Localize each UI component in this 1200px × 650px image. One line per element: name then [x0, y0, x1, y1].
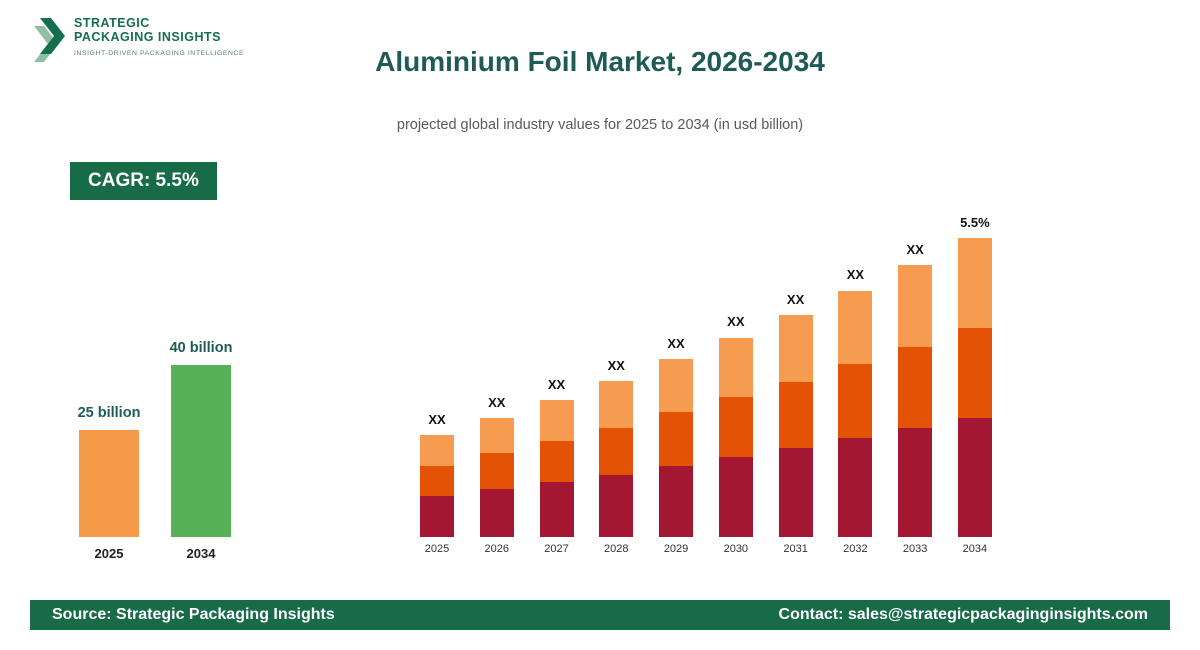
- summary-year-label: 2034: [186, 546, 216, 561]
- stacked-bar: [718, 337, 753, 537]
- bar-year-label: 2031: [783, 543, 808, 555]
- bar-segment-top: [659, 359, 694, 413]
- stacked-bar: [898, 265, 933, 537]
- bar-segment-top: [957, 238, 992, 329]
- footer-bar: Source: Strategic Packaging Insights Con…: [30, 600, 1170, 630]
- bar-group: XX 2028: [596, 197, 636, 555]
- bar-value-label: XX: [786, 291, 805, 307]
- bar-group: XX 2029: [656, 197, 696, 555]
- logo-line2: PACKAGING INSIGHTS: [74, 30, 221, 45]
- bar-year-label: 2034: [962, 543, 988, 555]
- bar-segment-top: [479, 417, 514, 454]
- bar-group: 5.5% 2034: [955, 197, 995, 555]
- bar-segment-middle: [838, 364, 873, 439]
- bar-value-label: XX: [488, 394, 506, 410]
- bar-segment-bottom: [838, 438, 873, 537]
- bar-segment-middle: [539, 441, 574, 483]
- summary-bar-2034: [171, 365, 231, 537]
- bar-segment-middle: [659, 412, 694, 466]
- page-subtitle: projected global industry values for 202…: [396, 117, 804, 133]
- bar-value-label: XX: [428, 412, 446, 428]
- logo-tagline: INSIGHT-DRIVEN PACKAGING INTELLIGENCE: [74, 49, 245, 57]
- bar-year-label: 2028: [604, 543, 629, 555]
- bar-year-label: 2027: [544, 543, 569, 555]
- bar-segment-top: [539, 399, 574, 442]
- stacked-bar: [957, 238, 992, 537]
- bar-segment-top: [420, 435, 454, 466]
- footer-source: Source: Strategic Packaging Insights: [52, 606, 335, 623]
- bar-year-label: 2029: [663, 543, 689, 555]
- bar-value-label: XX: [667, 336, 685, 352]
- page-title: Aluminium Foil Market, 2026-2034: [375, 46, 825, 77]
- stacked-bar: [659, 359, 694, 537]
- stacked-bar: [479, 417, 514, 537]
- summary-bar-group-2034: 40 billion 2034: [169, 320, 233, 561]
- stacked-bar: [778, 314, 813, 537]
- bar-segment-middle: [957, 328, 992, 418]
- bar-segment-bottom: [479, 489, 514, 537]
- stacked-bar: [539, 399, 574, 537]
- stacked-bar: [420, 435, 454, 537]
- bar-year-label: 2030: [723, 543, 749, 555]
- bar-segment-bottom: [420, 496, 454, 537]
- bar-year-label: 2026: [484, 543, 509, 555]
- bar-value-label: XX: [727, 314, 745, 330]
- cagr-badge: CAGR: 5.5%: [70, 162, 217, 200]
- summary-year-label: 2025: [94, 546, 124, 561]
- bar-segment-top: [898, 265, 933, 347]
- bar-segment-top: [838, 290, 873, 365]
- bar-value-label: XX: [846, 267, 865, 283]
- stacked-bar: [599, 380, 634, 537]
- bar-group: XX 2026: [477, 197, 517, 555]
- logo-chevron-icon: [34, 18, 65, 62]
- bar-segment-middle: [599, 427, 634, 475]
- bar-segment-middle: [479, 453, 514, 490]
- bar-segment-bottom: [599, 474, 634, 537]
- bar-year-label: 2025: [424, 543, 450, 555]
- bar-group: XX 2033: [895, 197, 935, 555]
- bar-value-label: XX: [547, 376, 566, 392]
- summary-chart: 25 billion 2025 40 billion 2034: [77, 320, 233, 562]
- bar-group: XX 2025: [417, 197, 457, 555]
- bar-value-label: XX: [607, 357, 625, 373]
- logo-text: STRATEGIC PACKAGING INSIGHTS INSIGHT-DRI…: [74, 12, 244, 57]
- bar-group: XX 2031: [776, 197, 816, 555]
- bar-year-label: 2032: [843, 543, 868, 555]
- bar-segment-bottom: [718, 457, 753, 537]
- bar-segment-top: [599, 380, 634, 428]
- bar-segment-bottom: [898, 427, 933, 537]
- bar-segment-bottom: [957, 417, 992, 537]
- footer-contact: Contact: sales@strategicpackaginginsight…: [778, 606, 1148, 623]
- stacked-bar-chart: XX 2025 XX 2026 XX 2027 XX 2028 XX 2029 XX 2030 XX 20…: [417, 197, 995, 555]
- summary-value-label: 25 billion: [77, 404, 141, 421]
- bar-group: XX 2027: [537, 197, 577, 555]
- bar-group: XX 2030: [716, 197, 756, 555]
- bar-year-label: 2033: [902, 543, 928, 555]
- bar-segment-top: [718, 337, 753, 398]
- summary-bar-group-2025: 25 billion 2025: [77, 320, 141, 562]
- bar-value-label: XX: [906, 242, 924, 258]
- bar-value-label: 5.5%: [960, 215, 990, 231]
- bar-segment-bottom: [659, 465, 694, 537]
- summary-bar-2025: [79, 429, 139, 537]
- bar-segment-middle: [778, 381, 813, 449]
- bar-segment-top: [778, 314, 813, 382]
- bar-segment-bottom: [539, 482, 574, 537]
- summary-value-label: 40 billion: [169, 340, 233, 356]
- bar-segment-middle: [718, 397, 753, 458]
- bar-segment-middle: [420, 465, 454, 497]
- stacked-bar: [838, 290, 873, 537]
- logo: STRATEGIC PACKAGING INSIGHTS INSIGHT-DRI…: [34, 12, 244, 68]
- bar-segment-bottom: [778, 448, 813, 537]
- logo-line1: STRATEGIC: [74, 16, 150, 30]
- bar-group: XX 2032: [835, 197, 875, 555]
- bar-segment-middle: [898, 346, 933, 428]
